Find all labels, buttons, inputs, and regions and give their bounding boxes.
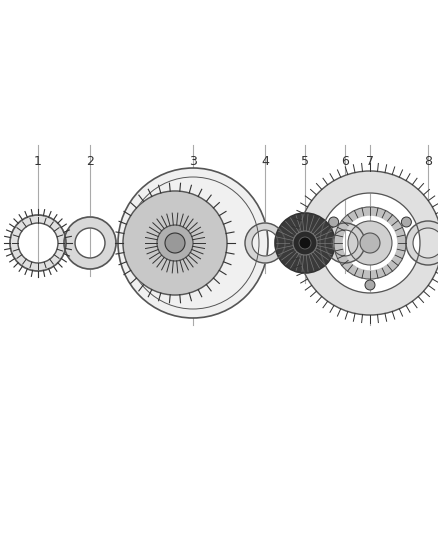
- Circle shape: [275, 213, 335, 273]
- Text: 6: 6: [341, 155, 349, 168]
- Text: 5: 5: [301, 155, 309, 168]
- Circle shape: [165, 233, 185, 253]
- Text: 3: 3: [189, 155, 197, 168]
- Text: 7: 7: [366, 155, 374, 168]
- Circle shape: [365, 280, 375, 290]
- Circle shape: [328, 217, 339, 227]
- Circle shape: [348, 221, 392, 265]
- Text: 2: 2: [86, 155, 94, 168]
- Circle shape: [118, 168, 268, 318]
- Text: 4: 4: [261, 155, 269, 168]
- Circle shape: [360, 233, 380, 253]
- Circle shape: [401, 217, 411, 227]
- Text: 1: 1: [34, 155, 42, 168]
- Text: 8: 8: [424, 155, 432, 168]
- Circle shape: [299, 237, 311, 249]
- Circle shape: [157, 225, 193, 261]
- Circle shape: [293, 231, 317, 255]
